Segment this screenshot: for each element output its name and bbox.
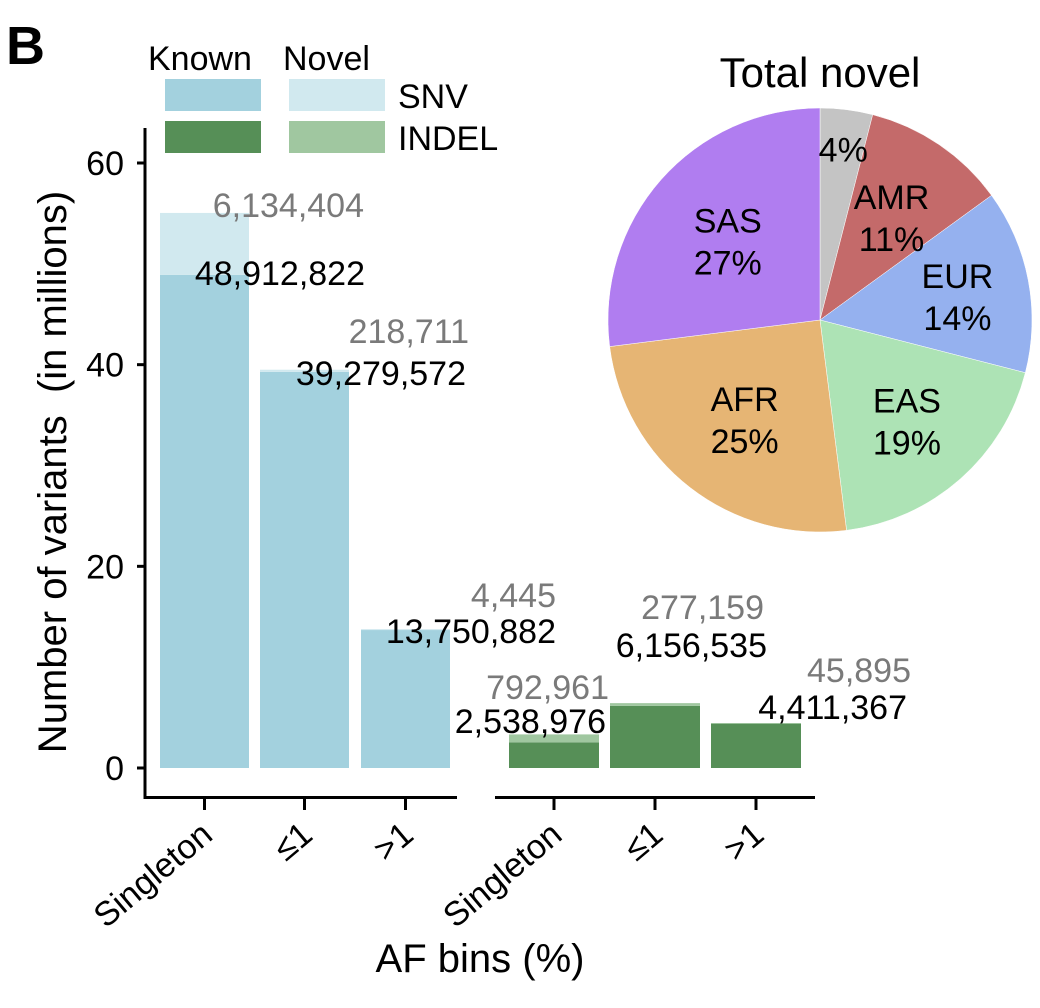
bars [160, 212, 801, 768]
bar-known-snv-2 [361, 629, 450, 768]
bar-label-novel: 277,159 [641, 589, 764, 627]
bar-label-known: 48,912,822 [195, 255, 365, 293]
x-tick-label: ≤1 [617, 815, 670, 868]
pie-label-name: EAS [873, 383, 941, 421]
legend-swatch-indel-novel [289, 121, 385, 153]
x-axis-label: AF bins (%) [376, 937, 585, 981]
y-ticks: 0 20 40 60 [86, 145, 145, 788]
legend-novel-label: Novel [283, 40, 370, 78]
bar-label-known: 39,279,572 [296, 355, 466, 393]
legend-known-label: Known [148, 40, 252, 78]
pie-label-name: EUR [922, 258, 994, 296]
x-tick-label: >1 [367, 815, 421, 869]
bar-novel-indel-2 [711, 723, 801, 724]
y-axis: 0 20 40 60 Number of variants (in millions) [31, 128, 147, 799]
y-tick-label: 40 [86, 347, 124, 385]
bar-known-indel-0 [509, 742, 599, 768]
pie-slice-amr [819, 114, 992, 321]
pie-chart: Total novel 4% AMR 11%EUR 14% EAS 19% AFR 25% SA… [607, 49, 1033, 533]
x-tick-label: ≤1 [266, 815, 319, 868]
pie-label-percent: 4% [819, 132, 868, 170]
pie-label-name: AMR [854, 179, 930, 217]
pie-label-percent: 25% [711, 423, 779, 461]
pie-title: Total novel [720, 49, 921, 96]
bar-labels: 48,912,822 6,134,404 39,279,572 218,711 13,7… [195, 187, 911, 741]
pie-slice-eas [819, 319, 1026, 531]
bar-known-indel-1 [610, 705, 700, 768]
legend-swatch-snv-novel [289, 79, 385, 111]
bar-label-novel: 4,445 [471, 577, 556, 615]
bar-novel-snv-0 [160, 212, 249, 275]
bar-novel-indel-0 [509, 734, 599, 743]
pie-slice-eur [819, 195, 1033, 374]
x-tick-label: Singleton [87, 815, 220, 935]
bar-label-novel: 218,711 [349, 313, 469, 351]
bar-label-novel: 792,961 [486, 669, 609, 707]
bar-novel-snv-1 [260, 369, 349, 372]
bar-novel-indel-1 [610, 703, 700, 706]
pie-label-percent: 14% [923, 300, 991, 338]
pie-label-percent: 11% [859, 221, 925, 259]
panel-label: B [6, 16, 45, 76]
pie-label-percent: 27% [694, 245, 762, 283]
pie-label-percent: 19% [873, 425, 941, 463]
x-tick-label: Singleton [436, 815, 569, 935]
legend-indel-label: INDEL [398, 120, 498, 158]
legend-swatch-indel-known [165, 121, 261, 153]
bar-known-snv-0 [160, 274, 249, 768]
bar-label-known: 13,750,882 [386, 613, 556, 651]
y-tick-label: 60 [86, 145, 124, 183]
legend: Known Novel SNV INDEL [148, 40, 498, 158]
pie-slices [607, 107, 1033, 533]
pie-slice-sas [607, 107, 821, 347]
bar-known-snv-1 [260, 371, 349, 768]
bar-label-known: 2,538,976 [455, 703, 606, 741]
legend-snv-label: SNV [398, 78, 468, 116]
bar-label-known: 6,156,535 [616, 627, 767, 665]
x-axis: Singleton ≤1 >1 Singleton ≤1 >1 AF bins (%) [87, 796, 815, 981]
x-tick-label: >1 [717, 815, 771, 869]
pie-label-name: SAS [694, 203, 762, 241]
bar-known-indel-2 [711, 723, 801, 768]
x-ticks: Singleton ≤1 >1 Singleton ≤1 >1 [87, 799, 771, 935]
legend-swatch-snv-known [165, 79, 261, 111]
pie-label-name: AFR [711, 381, 779, 419]
bar-label-novel: 6,134,404 [213, 187, 364, 225]
y-axis-label: Number of variants (in millions) [31, 191, 75, 753]
pie-slice-afr [609, 319, 847, 533]
pie-labels: 4% AMR 11%EUR 14% EAS 19% AFR 25% SAS 27% [694, 132, 994, 463]
bar-novel-snv-2 [361, 629, 450, 631]
bar-label-known: 4,411,367 [758, 689, 907, 727]
bar-label-novel: 45,895 [807, 652, 911, 690]
y-tick-label: 20 [86, 548, 124, 586]
y-tick-label: 0 [105, 750, 124, 788]
